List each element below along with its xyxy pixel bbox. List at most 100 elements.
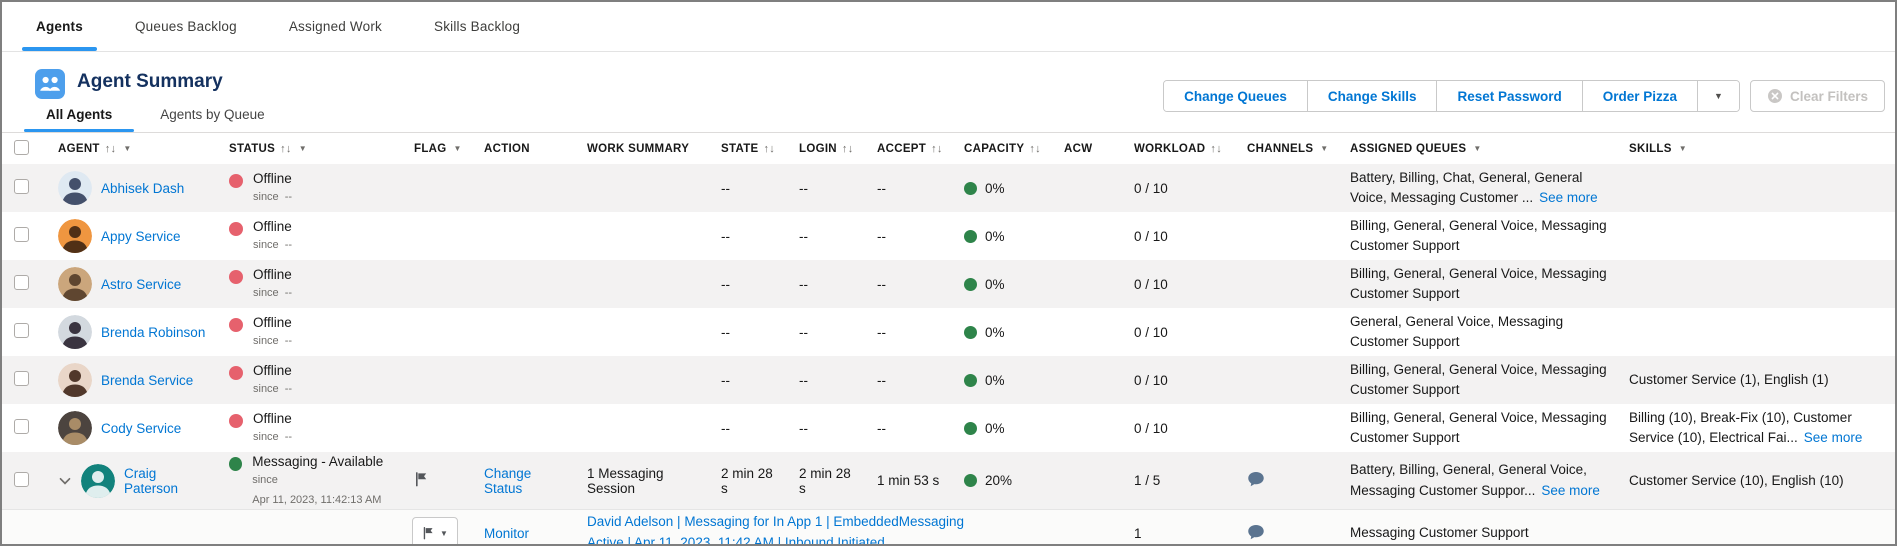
more-actions-dropdown-button[interactable]: ▼ [1697,81,1739,111]
capacity-value: 0% [985,372,1005,388]
capacity-dot [964,474,977,488]
workload-value: 0 / 10 [1134,276,1168,292]
state-value: -- [721,180,730,196]
subtab-agents-by-queue[interactable]: Agents by Queue [160,107,265,122]
change-queues-button[interactable]: Change Queues [1164,81,1307,111]
select-all-checkbox[interactable] [14,139,29,155]
assigned-queues-text: Battery, Billing, General, General Voice… [1350,462,1587,498]
column-header-status[interactable]: STATUS ↑↓ ▼ [229,142,307,155]
avatar [58,411,92,445]
change-status-link[interactable]: Change Status [484,465,532,496]
workload-value: 1 [1134,525,1142,541]
workload-value: 0 / 10 [1134,372,1168,388]
login-value: -- [799,420,808,436]
flag-dropdown-button[interactable]: ▼ [412,517,458,544]
reset-password-button[interactable]: Reset Password [1436,81,1582,111]
sort-icon[interactable]: ↑↓ [280,142,292,155]
table-row: Brenda Robinson Offline since -- -- -- -- … [2,308,1895,356]
collapse-row-chevron-icon[interactable] [58,474,72,488]
table-row: Craig Paterson Messaging - Available sinc… [2,452,1895,510]
capacity-value: 20% [985,473,1013,489]
state-value: -- [721,372,730,388]
clear-filters-label: Clear Filters [1789,88,1868,104]
sort-icon[interactable]: ↑↓ [931,142,943,155]
column-header-workload[interactable]: WORKLOAD ↑↓ [1134,142,1222,155]
row-checkbox[interactable] [14,275,29,290]
table-row: Cody Service Offline since -- -- -- -- 0% … [2,404,1895,452]
filter-icon[interactable]: ▼ [1320,143,1329,153]
skills-text: Customer Service (10), English (10) [1629,472,1844,488]
status-text: Offline [253,219,292,235]
assigned-queues-text: Billing, General, General Voice, Messagi… [1350,217,1607,253]
see-more-link[interactable]: See more [1541,482,1600,498]
clear-filters-button[interactable]: Clear Filters [1749,80,1885,112]
agent-name-link[interactable]: Abhisek Dash [101,180,185,196]
row-checkbox[interactable] [14,471,29,487]
sort-icon[interactable]: ↑↓ [1029,142,1041,155]
capacity-dot [964,325,977,339]
sort-icon[interactable]: ↑↓ [104,142,117,155]
column-header-state[interactable]: STATE ↑↓ [721,142,776,155]
sort-icon[interactable]: ↑↓ [841,142,854,155]
row-checkbox[interactable] [14,179,29,194]
agent-name-link[interactable]: Craig Paterson [124,465,179,496]
agent-name-link[interactable]: Brenda Service [101,372,194,388]
tab-skills-backlog[interactable]: Skills Backlog [433,19,521,34]
filter-icon[interactable]: ▼ [123,143,132,153]
column-header-work-summary: WORK SUMMARY [587,142,690,155]
row-checkbox[interactable] [14,323,29,338]
column-header-accept[interactable]: ACCEPT ↑↓ [877,142,943,155]
header-actions: Change Queues Change Skills Reset Passwo… [1163,80,1885,112]
status-since: since -- [253,335,293,348]
row-checkbox[interactable] [14,419,29,434]
column-header-assigned-queues[interactable]: ASSIGNED QUEUES ▼ [1350,142,1482,155]
workload-value: 1 / 5 [1134,473,1161,489]
work-item-link[interactable]: David Adelson | Messaging for In App 1 |… [587,514,964,546]
assigned-queues-text: Billing, General, General Voice, Messagi… [1350,409,1607,445]
status-since: since -- [253,431,293,444]
see-more-link[interactable]: See more [1803,430,1863,445]
column-header-skills[interactable]: SKILLS ▼ [1629,142,1687,155]
column-header-agent[interactable]: AGENT ↑↓ ▼ [58,142,132,155]
subtab-all-agents[interactable]: All Agents [22,107,136,132]
filter-icon[interactable]: ▼ [1473,143,1482,153]
tab-queues-backlog[interactable]: Queues Backlog [134,19,237,34]
accept-value: -- [877,372,886,388]
agent-name-link[interactable]: Brenda Robinson [101,324,206,340]
state-value: -- [721,324,730,340]
column-header-flag[interactable]: FLAG ▼ [414,142,462,155]
filter-icon[interactable]: ▼ [453,143,462,153]
flag-icon [423,527,433,540]
sort-icon[interactable]: ↑↓ [763,142,776,155]
agent-name-link[interactable]: Astro Service [101,276,182,292]
avatar [58,315,92,349]
column-header-login[interactable]: LOGIN ↑↓ [799,142,854,155]
capacity-dot [964,277,977,291]
column-header-channels[interactable]: CHANNELS ▼ [1247,142,1329,155]
order-pizza-button[interactable]: Order Pizza [1581,81,1698,111]
agent-name-link[interactable]: Cody Service [101,420,182,436]
status-since: since -- [253,191,293,204]
agent-summary-icon [35,69,65,99]
tab-assigned-work[interactable]: Assigned Work [288,19,382,34]
row-checkbox[interactable] [14,371,29,386]
accept-value: -- [877,420,886,436]
tab-agents[interactable]: Agents [22,2,97,51]
monitor-link[interactable]: Monitor [484,525,530,541]
accept-value: -- [877,180,886,196]
page-title: Agent Summary [77,71,223,92]
sort-icon[interactable]: ↑↓ [1210,142,1222,155]
filter-icon[interactable]: ▼ [1678,143,1687,153]
agent-name-link[interactable]: Appy Service [101,228,181,244]
top-tab-bar: Agents Queues Backlog Assigned Work Skil… [2,2,1895,52]
status-dot [229,457,243,471]
column-header-capacity[interactable]: CAPACITY ↑↓ [964,142,1041,155]
filter-icon[interactable]: ▼ [298,143,307,153]
see-more-link[interactable]: See more [1539,190,1598,205]
skills-text: Customer Service (1), English (1) [1629,371,1829,387]
change-skills-button[interactable]: Change Skills [1306,81,1437,111]
row-checkbox[interactable] [14,227,29,242]
status-since: since -- [253,239,293,252]
login-value: -- [799,372,808,388]
flag-icon[interactable] [414,471,429,487]
